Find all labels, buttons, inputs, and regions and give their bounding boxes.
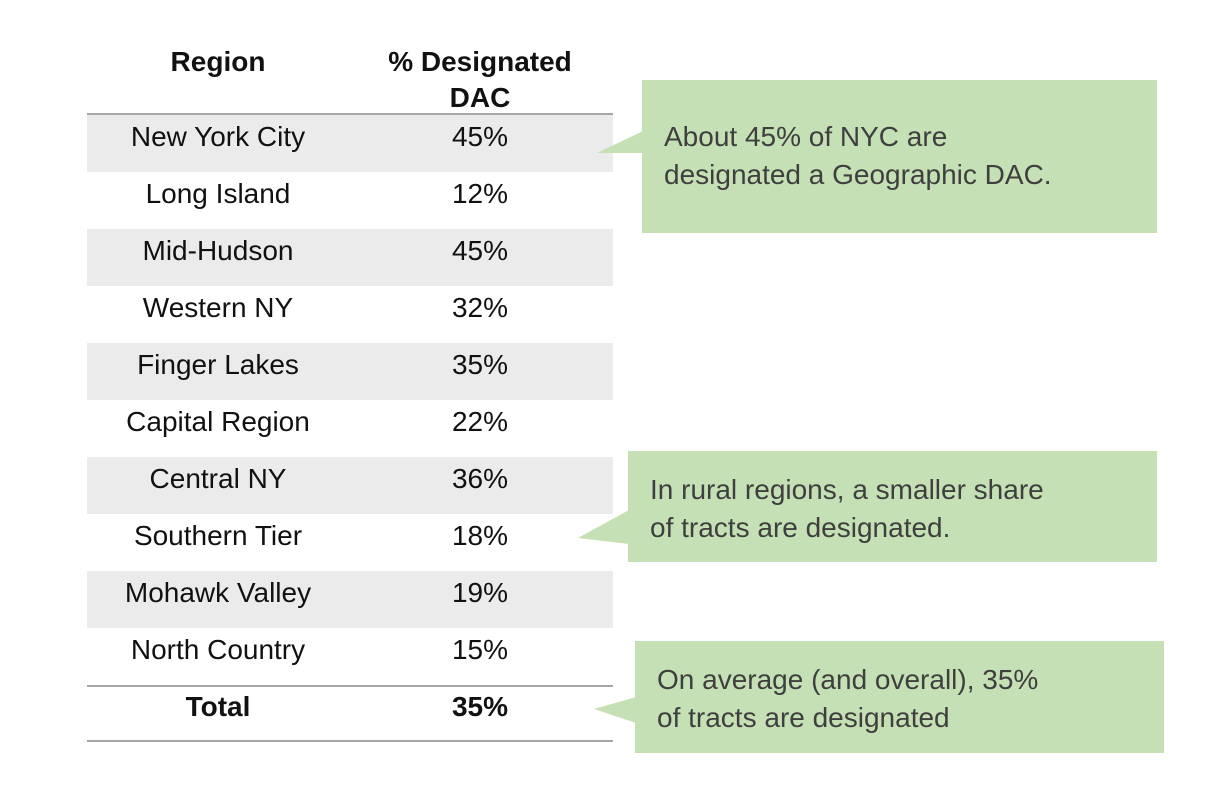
callout-average: On average (and overall), 35% of tracts …	[635, 641, 1164, 753]
table-row: Mid-Hudson 45%	[87, 229, 613, 286]
callout-average-line2: of tracts are designated	[657, 702, 950, 733]
callout-nyc-line2: designated a Geographic DAC.	[664, 159, 1052, 190]
header-region: Region	[170, 46, 266, 77]
table-row: Central NY 36%	[87, 457, 613, 514]
percent-cell: 22%	[451, 406, 509, 437]
region-cell: Western NY	[142, 292, 294, 323]
table-row: Mohawk Valley 19%	[87, 571, 613, 628]
callout-rural-line2: of tracts are designated.	[650, 512, 951, 543]
table-row: Finger Lakes 35%	[87, 343, 613, 400]
callout-nyc: About 45% of NYC are designated a Geogra…	[642, 80, 1157, 233]
table-header: Region % Designated DAC	[87, 40, 613, 115]
region-cell: New York City	[130, 121, 306, 152]
callout-average-pointer	[594, 697, 636, 723]
total-percent: 35%	[451, 691, 509, 722]
percent-cell: 35%	[451, 349, 509, 380]
percent-cell: 19%	[451, 577, 509, 608]
dac-region-table: Region % Designated DAC New York City 45…	[87, 40, 613, 742]
table-row: North Country 15%	[87, 628, 613, 685]
percent-cell: 18%	[451, 520, 509, 551]
total-label: Total	[185, 691, 251, 722]
region-cell: Finger Lakes	[137, 349, 299, 380]
region-cell: North Country	[130, 634, 306, 665]
percent-cell: 32%	[451, 292, 509, 323]
callout-nyc-line1: About 45% of NYC are	[664, 121, 948, 152]
table-row: Western NY 32%	[87, 286, 613, 343]
percent-cell: 36%	[451, 463, 509, 494]
percent-cell: 45%	[451, 235, 509, 266]
percent-cell: 12%	[451, 178, 509, 209]
percent-cell: 45%	[451, 121, 509, 152]
percent-cell: 15%	[451, 634, 509, 665]
region-cell: Long Island	[145, 178, 291, 209]
region-cell: Central NY	[149, 463, 287, 494]
table-row: New York City 45%	[87, 115, 613, 172]
header-percent-line2: DAC	[449, 82, 511, 113]
header-percent-line1: % Designated	[388, 46, 572, 77]
table-row: Southern Tier 18%	[87, 514, 613, 571]
region-cell: Southern Tier	[133, 520, 303, 551]
region-cell: Mohawk Valley	[124, 577, 312, 608]
region-cell: Capital Region	[126, 406, 310, 437]
callout-nyc-pointer	[597, 131, 643, 153]
header-percent-designated: % Designated DAC	[349, 44, 611, 116]
callout-rural: In rural regions, a smaller share of tra…	[628, 451, 1157, 562]
callout-rural-pointer	[578, 510, 629, 544]
table-total-row: Total 35%	[87, 685, 613, 742]
callout-average-line1: On average (and overall), 35%	[657, 664, 1039, 695]
table-row: Long Island 12%	[87, 172, 613, 229]
table-row: Capital Region 22%	[87, 400, 613, 457]
callout-rural-line1: In rural regions, a smaller share	[650, 474, 1044, 505]
region-cell: Mid-Hudson	[142, 235, 294, 266]
